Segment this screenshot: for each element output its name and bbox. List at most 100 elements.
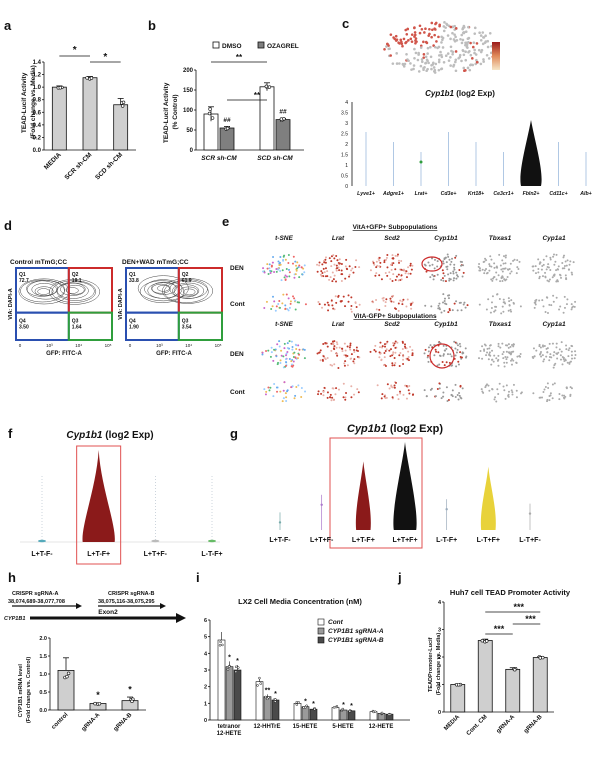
y-tick-label: 1: [345, 163, 348, 169]
tsne-cell: [279, 361, 282, 364]
tsne-cell: [439, 67, 443, 71]
x-tick-label: L+T+F+: [392, 537, 417, 544]
x-tick-label: L+T+F-: [144, 551, 168, 558]
x-tick-label: SCR sh-CM: [63, 151, 93, 181]
tsne-cell: [436, 260, 439, 263]
tsne-cell: [358, 266, 361, 269]
data-point: [97, 702, 102, 706]
y-tick-label: 0.5: [39, 690, 47, 696]
tsne-cell: [454, 35, 457, 39]
tsne-cell: [474, 62, 478, 66]
tsne-cell: [449, 353, 452, 356]
gate-q3: [177, 311, 224, 342]
tsne-cell: [541, 264, 544, 267]
tsne-cell: [553, 382, 556, 385]
tsne-cell: [548, 359, 551, 362]
tsne-cell: [563, 397, 566, 400]
tsne-cell: [538, 299, 541, 302]
tsne-cell: [493, 354, 496, 357]
data-point: [234, 670, 238, 674]
tsne-cell: [327, 309, 330, 312]
tsne-cell: [555, 342, 558, 345]
tsne-cell: [563, 306, 566, 309]
column-label: Cyp1b1: [434, 321, 458, 328]
tsne-cell: [436, 388, 439, 391]
sig-star: *: [312, 701, 315, 708]
tsne-cell: [533, 306, 536, 309]
tsne-cell: [535, 298, 538, 301]
panel-h-sgrna-a-coords: 38,074,689-38,077,708: [8, 599, 65, 605]
tsne-cell: [333, 274, 336, 277]
tsne-cell: [566, 298, 569, 301]
bar: [121, 700, 139, 711]
tsne-cell: [281, 269, 284, 272]
tsne-cell: [479, 34, 483, 37]
tsne-cell: [300, 395, 303, 398]
x-tick-label: Cd11c+: [549, 191, 567, 197]
tsne-cell: [402, 358, 405, 361]
bar: [113, 104, 129, 151]
tsne-cell: [543, 358, 546, 361]
tsne-cell: [405, 347, 408, 350]
tsne-cell: [443, 309, 446, 312]
tsne-cell: [266, 263, 269, 266]
quadrant-value: 3.50: [19, 325, 29, 331]
quadrant-name: Q4: [19, 319, 26, 325]
tsne-cell: [438, 387, 441, 390]
tsne-cell: [416, 58, 420, 62]
tsne-cell: [394, 351, 397, 354]
tsne-cell: [336, 259, 339, 262]
tsne-cell: [323, 271, 326, 274]
panel-a-ylabel: TEAD-Lucif Activity (Fold change vs. Med…: [21, 65, 37, 139]
tsne-cell: [438, 382, 441, 385]
tsne-cell: [454, 60, 457, 64]
tsne-cell: [489, 255, 492, 258]
tsne-cell: [390, 384, 393, 387]
tsne-cell: [542, 305, 545, 308]
bar: [233, 669, 242, 721]
tsne-cell: [531, 265, 534, 268]
tsne-cell: [552, 274, 555, 277]
tsne-cell: [532, 392, 535, 395]
tsne-cell: [441, 361, 444, 364]
tsne-cell: [486, 347, 489, 350]
tsne-cell: [347, 300, 350, 303]
tsne-cell: [392, 36, 395, 39]
y-tick-label: 4: [345, 100, 348, 106]
tsne-cell: [286, 308, 289, 311]
tsne-cell: [286, 350, 289, 353]
panel-g-violin: Cyp1b1 (log2 Exp) L+T-F- L+T+F- L+T-F+ L+T+…: [269, 423, 541, 549]
tsne-cell: [444, 280, 447, 283]
tsne-cell: [437, 351, 440, 354]
data-point: [273, 700, 277, 703]
panel-f-violin: Cyp1b1 (log2 Exp) L+T-F- L+T-F+ L+T+F- L-T-…: [20, 430, 223, 565]
tsne-cell: [437, 341, 440, 344]
data-point: [279, 117, 284, 121]
tsne-cell: [459, 384, 462, 387]
tsne-cell: [439, 308, 442, 311]
tsne-cell: [327, 304, 330, 307]
tsne-cell: [505, 361, 508, 364]
tsne-cell: [567, 355, 570, 358]
tsne-cell: [495, 400, 498, 403]
tsne-cell: [411, 352, 414, 355]
tsne-cell: [392, 294, 395, 297]
tsne-cell: [560, 350, 563, 353]
tsne-cell: [355, 259, 358, 262]
tsne-cell: [500, 312, 503, 315]
tsne-cell: [494, 305, 497, 308]
tsne-cell: [338, 258, 341, 261]
tsne-cell: [568, 263, 571, 266]
tsne-cell: [456, 274, 459, 277]
tsne-cell: [546, 400, 549, 403]
tsne-cell: [402, 393, 405, 396]
tsne-cell: [346, 345, 349, 348]
tsne-cell: [491, 387, 494, 390]
tsne-cell: [292, 295, 295, 298]
tsne-cell: [551, 276, 554, 279]
tsne-cell: [483, 272, 486, 275]
tsne-cell: [316, 263, 319, 266]
tsne-cell: [378, 259, 381, 262]
tsne-cell: [433, 33, 436, 37]
x-tick-label: SCR sh-CM: [201, 155, 237, 162]
